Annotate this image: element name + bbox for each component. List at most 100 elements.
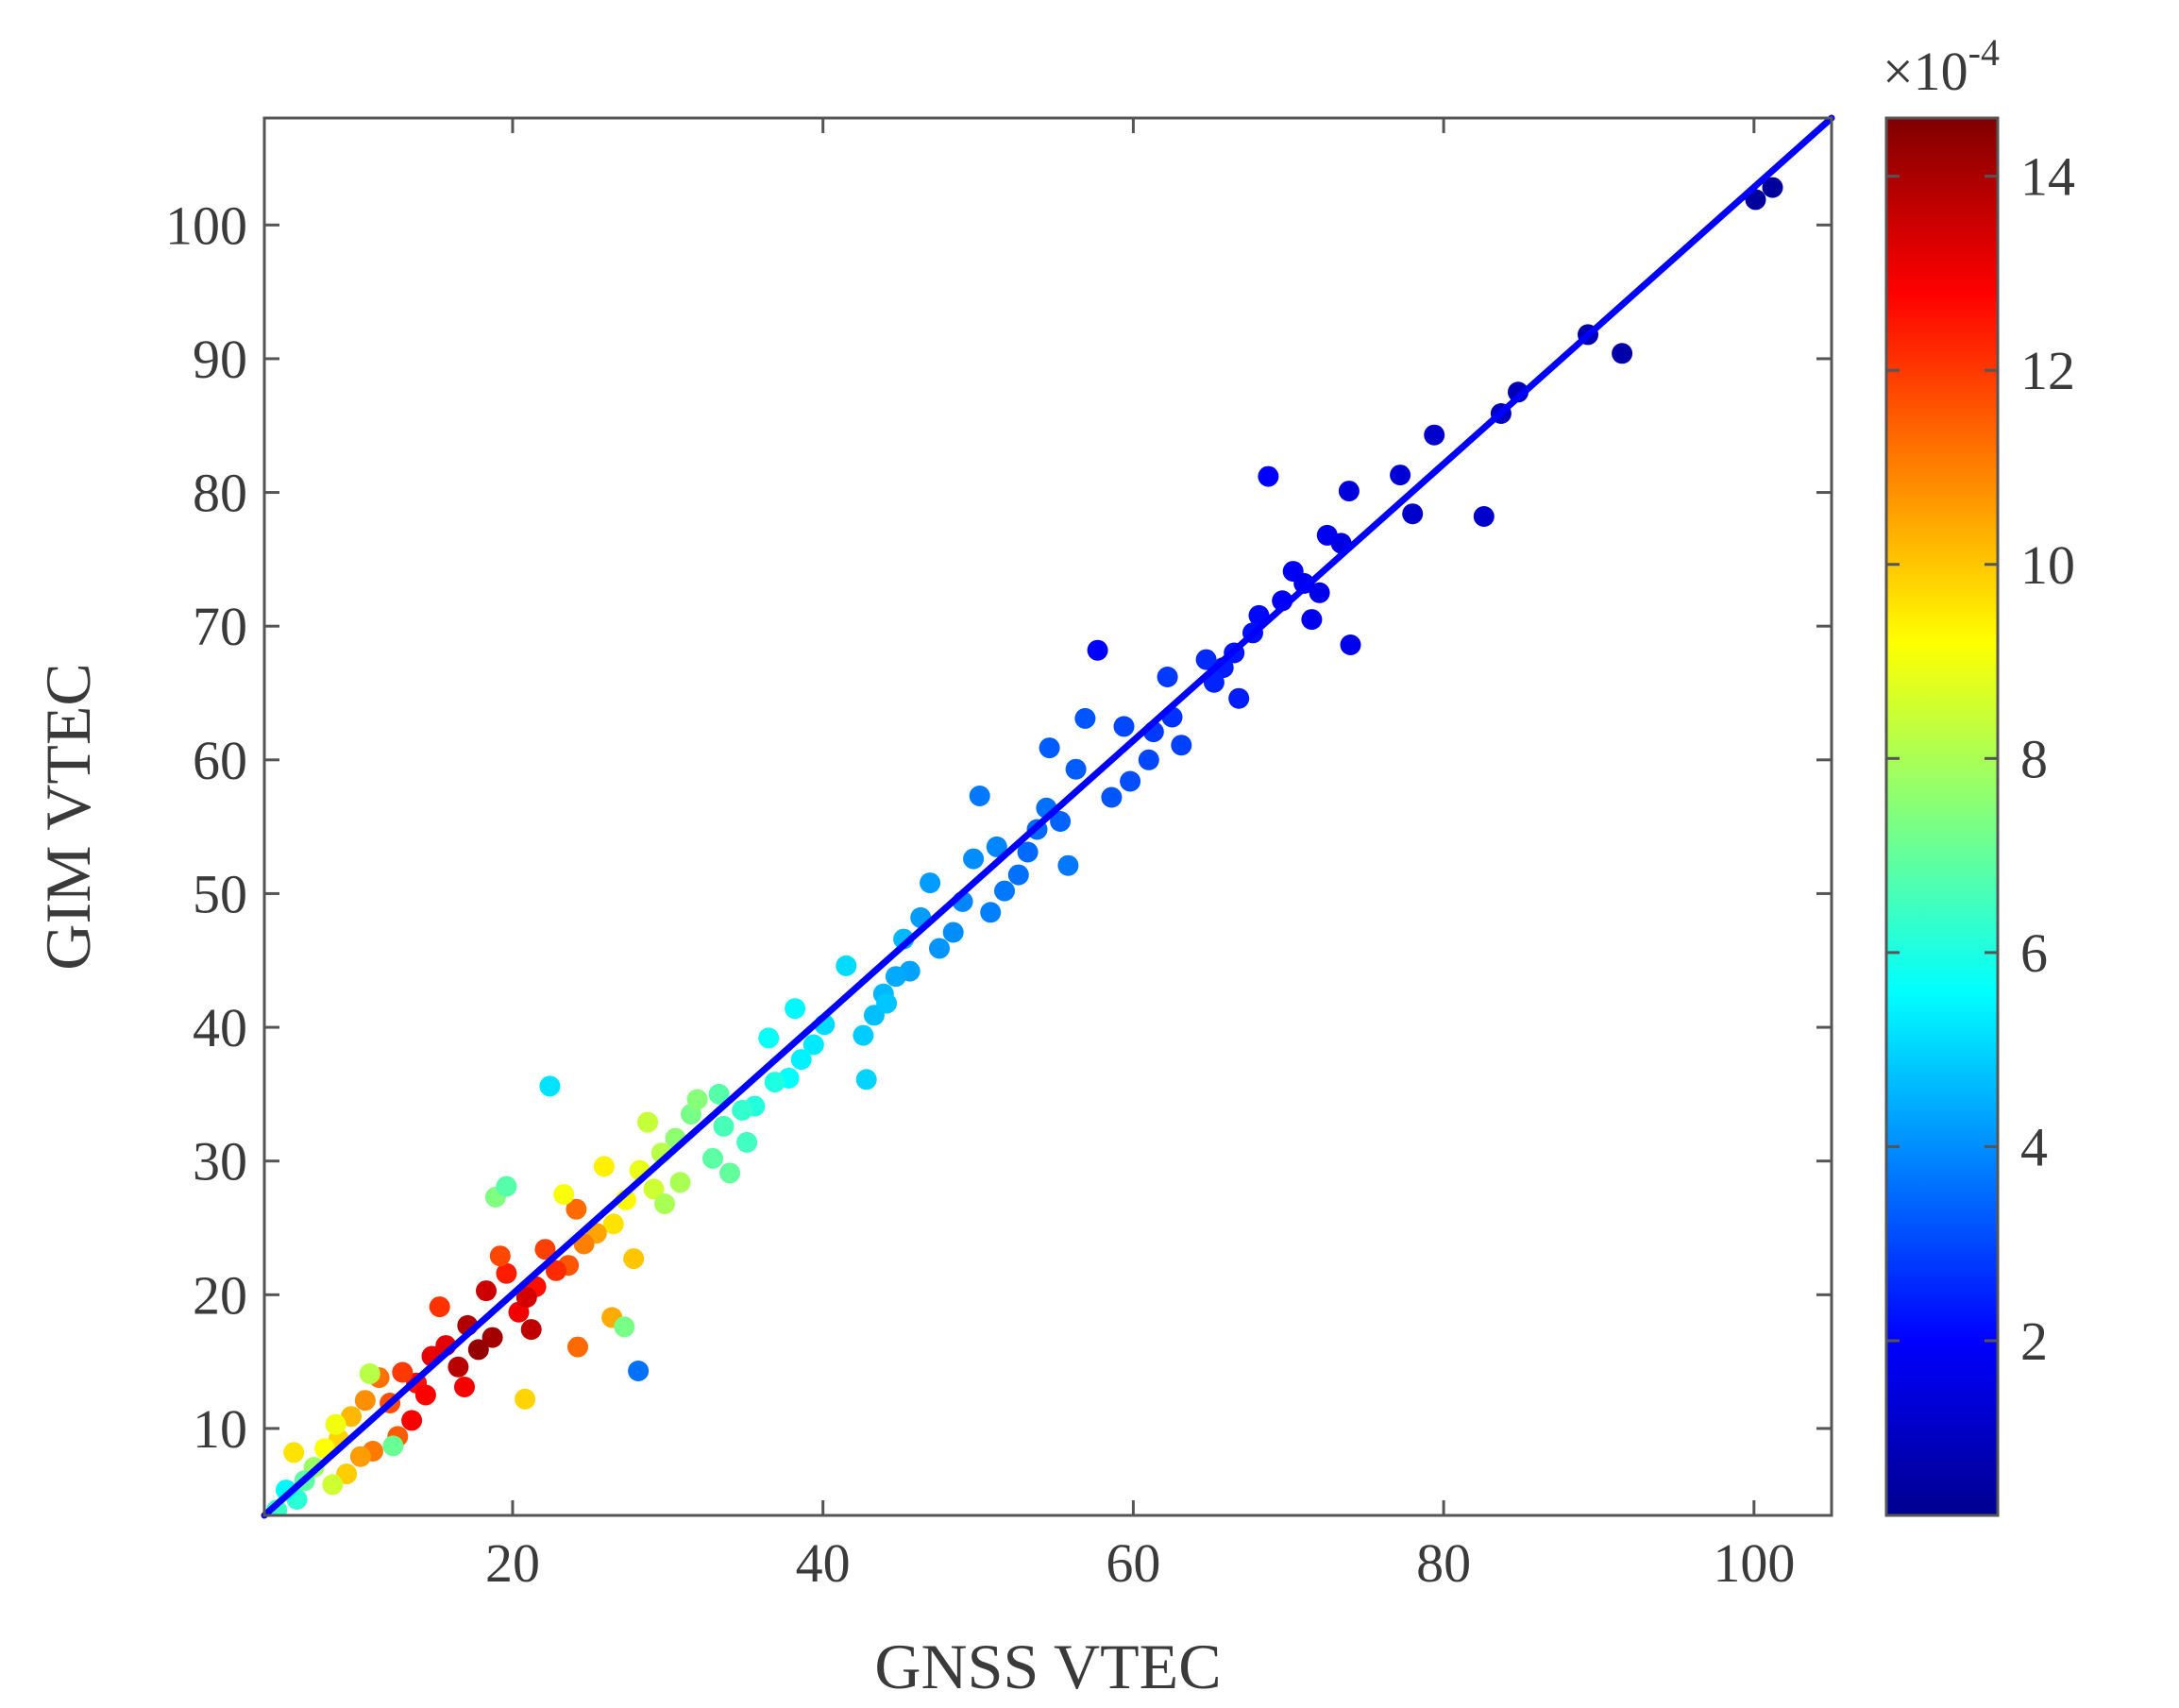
data-point xyxy=(496,1175,517,1197)
data-point xyxy=(1316,524,1338,546)
x-tick-label: 60 xyxy=(1106,1532,1160,1594)
data-point xyxy=(454,1377,475,1397)
data-point xyxy=(1157,667,1178,687)
data-point xyxy=(1402,503,1424,525)
data-point xyxy=(1508,381,1529,403)
colorbar-tick-label: 14 xyxy=(2020,146,2075,208)
data-point xyxy=(467,1339,489,1361)
data-point xyxy=(476,1280,497,1302)
colorbar-tick-label: 12 xyxy=(2020,340,2075,401)
data-point xyxy=(401,1410,423,1431)
data-point xyxy=(686,1089,708,1110)
fit-line xyxy=(261,114,1835,1519)
data-point xyxy=(1039,737,1060,759)
data-point xyxy=(322,1474,344,1496)
data-point xyxy=(920,872,941,894)
data-point xyxy=(349,1446,371,1467)
y-tick-label: 60 xyxy=(193,730,247,791)
plot-frame xyxy=(262,116,1833,1517)
data-point xyxy=(1113,716,1135,737)
x-axis: 20 40 60 80 100 xyxy=(485,118,1795,1594)
data-point xyxy=(520,1319,542,1341)
data-point xyxy=(885,966,906,988)
data-point xyxy=(1390,465,1411,486)
data-point xyxy=(325,1413,346,1435)
data-point xyxy=(980,902,1002,923)
data-point xyxy=(855,1069,877,1091)
y-tick-label: 30 xyxy=(193,1131,247,1192)
data-point xyxy=(1074,707,1096,729)
data-point xyxy=(643,1178,665,1200)
data-point xyxy=(623,1248,645,1270)
data-point xyxy=(448,1356,469,1378)
data-point xyxy=(764,1072,785,1093)
data-point xyxy=(1065,758,1087,780)
data-point xyxy=(359,1362,380,1384)
data-point xyxy=(429,1296,450,1318)
data-point xyxy=(702,1147,723,1169)
data-point xyxy=(1473,506,1495,527)
data-point xyxy=(481,1327,503,1348)
data-point xyxy=(1057,854,1079,876)
data-point xyxy=(1301,609,1323,631)
data-point xyxy=(785,998,806,1020)
data-point xyxy=(637,1111,658,1133)
y-tick-label: 70 xyxy=(193,596,247,657)
data-point xyxy=(1120,770,1141,792)
colorbar-gradient xyxy=(1884,116,2000,1517)
y-tick-label: 10 xyxy=(193,1398,247,1460)
data-point xyxy=(354,1390,376,1412)
data-point xyxy=(669,1172,691,1193)
colorbar-multiplier-base: ×10 xyxy=(1883,41,1968,102)
colorbar-tick-label: 2 xyxy=(2020,1311,2048,1372)
y-axis-title: GIM VTEC xyxy=(32,663,104,971)
data-point xyxy=(790,1049,812,1071)
data-point xyxy=(539,1075,561,1097)
data-point xyxy=(654,1193,675,1214)
data-point xyxy=(1258,465,1279,487)
data-point xyxy=(566,1198,587,1220)
colorbar-tick-label: 4 xyxy=(2020,1116,2048,1177)
x-tick-label: 100 xyxy=(1713,1532,1795,1594)
data-point xyxy=(836,955,857,976)
y-tick-label: 50 xyxy=(193,863,247,924)
data-point xyxy=(515,1287,537,1309)
data-point xyxy=(736,1131,758,1153)
colorbar-multiplier: ×10-4 xyxy=(1883,31,2000,102)
x-tick-label: 20 xyxy=(485,1532,540,1594)
data-point xyxy=(1340,634,1361,655)
data-point xyxy=(283,1442,305,1463)
data-point xyxy=(1424,424,1445,446)
data-point xyxy=(496,1262,517,1284)
data-point xyxy=(546,1260,566,1281)
data-point xyxy=(489,1245,511,1267)
y-tick-label: 20 xyxy=(193,1264,247,1326)
data-point xyxy=(1612,343,1633,364)
data-point xyxy=(1050,811,1072,832)
data-point xyxy=(341,1406,362,1428)
data-point xyxy=(1762,177,1783,198)
y-tick-label: 100 xyxy=(165,194,247,256)
data-point xyxy=(1293,572,1315,594)
data-point xyxy=(1338,481,1360,502)
y-tick-label: 90 xyxy=(193,329,247,390)
data-point xyxy=(853,1024,874,1046)
data-point xyxy=(614,1316,635,1338)
data-point xyxy=(802,1034,824,1056)
data-point xyxy=(1195,649,1217,670)
data-point xyxy=(602,1213,624,1235)
x-axis-title: GNSS VTEC xyxy=(874,1631,1221,1702)
colorbar-tick-label: 8 xyxy=(2020,728,2048,789)
data-point xyxy=(969,786,990,806)
data-point xyxy=(986,836,1007,857)
colorbar-multiplier-exponent: -4 xyxy=(1968,31,2000,74)
y-axis: 10 20 30 40 50 60 70 80 90 100 xyxy=(165,194,1832,1460)
colorbar-ticks: 2 4 6 8 10 12 14 xyxy=(1886,146,2075,1372)
data-point xyxy=(942,922,964,943)
data-point xyxy=(392,1361,414,1383)
y-tick-label: 80 xyxy=(193,463,247,524)
data-point xyxy=(1309,582,1330,603)
data-point xyxy=(382,1435,404,1457)
data-point xyxy=(414,1384,436,1406)
data-point xyxy=(719,1162,741,1184)
